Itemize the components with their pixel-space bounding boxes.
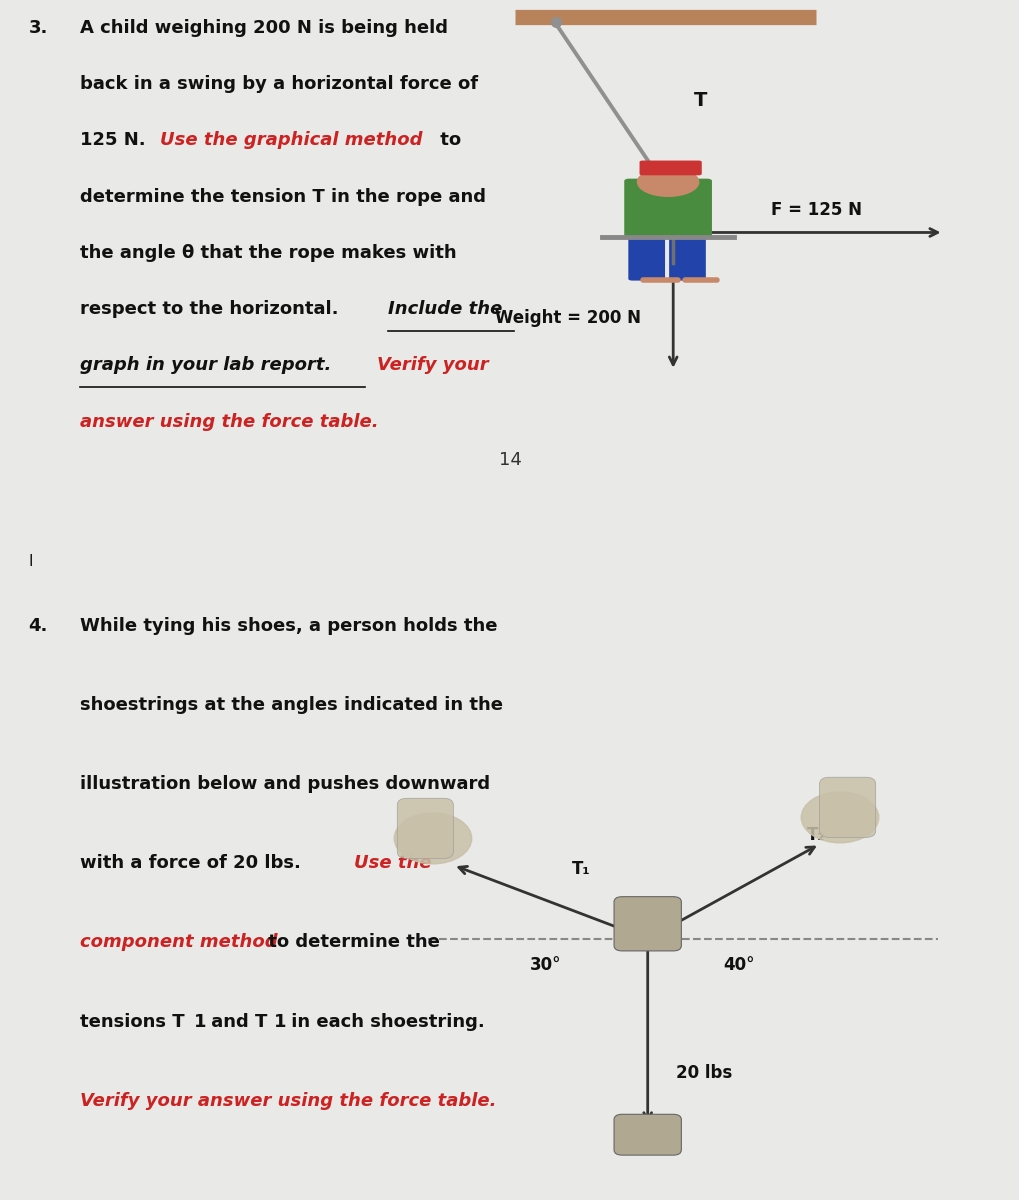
Text: Verify your answer using the force table.: Verify your answer using the force table… (79, 1092, 495, 1110)
FancyBboxPatch shape (628, 232, 664, 281)
FancyBboxPatch shape (639, 161, 701, 175)
Text: and T: and T (205, 1013, 267, 1031)
Text: 30°: 30° (530, 955, 560, 973)
Text: 40°: 40° (723, 955, 754, 973)
Text: to determine the: to determine the (262, 934, 440, 952)
Text: 3.: 3. (29, 19, 48, 37)
Text: Use the: Use the (354, 854, 431, 872)
Text: Include the: Include the (387, 300, 502, 318)
FancyBboxPatch shape (613, 896, 681, 950)
Text: 20 lbs: 20 lbs (676, 1063, 732, 1081)
Text: answer using the force table.: answer using the force table. (79, 413, 378, 431)
Circle shape (801, 792, 878, 842)
Text: shoestrings at the angles indicated in the: shoestrings at the angles indicated in t… (79, 696, 502, 714)
Text: graph in your lab report.: graph in your lab report. (79, 356, 330, 374)
Text: T₁: T₁ (572, 859, 590, 877)
Circle shape (393, 812, 471, 864)
Text: illustration below and pushes downward: illustration below and pushes downward (79, 775, 489, 793)
Text: Verify your: Verify your (376, 356, 488, 374)
Text: 125 N.: 125 N. (79, 132, 151, 150)
Text: to: to (433, 132, 461, 150)
FancyBboxPatch shape (613, 1115, 681, 1156)
Text: determine the tension T in the rope and: determine the tension T in the rope and (79, 187, 485, 205)
Text: Weight = 200 N: Weight = 200 N (494, 310, 640, 328)
Text: respect to the horizontal.: respect to the horizontal. (79, 300, 344, 318)
Text: I: I (29, 554, 33, 569)
Text: T₂: T₂ (806, 826, 824, 844)
FancyBboxPatch shape (396, 798, 452, 858)
Text: 1: 1 (273, 1013, 286, 1031)
FancyBboxPatch shape (624, 179, 711, 238)
Text: While tying his shoes, a person holds the: While tying his shoes, a person holds th… (79, 618, 496, 636)
Text: component method: component method (79, 934, 277, 952)
FancyBboxPatch shape (668, 232, 705, 281)
Text: 4.: 4. (29, 618, 48, 636)
Text: tensions T: tensions T (79, 1013, 184, 1031)
Text: 14: 14 (498, 451, 521, 469)
Circle shape (637, 168, 698, 197)
Text: A child weighing 200 N is being held: A child weighing 200 N is being held (79, 19, 447, 37)
Text: in each shoestring.: in each shoestring. (285, 1013, 484, 1031)
Text: with a force of 20 lbs.: with a force of 20 lbs. (79, 854, 307, 872)
Text: 1: 1 (194, 1013, 206, 1031)
Text: F = 125 N: F = 125 N (770, 202, 861, 220)
Text: T: T (693, 90, 706, 109)
Text: back in a swing by a horizontal force of: back in a swing by a horizontal force of (79, 76, 477, 94)
Text: the angle θ that the rope makes with: the angle θ that the rope makes with (79, 244, 455, 262)
FancyBboxPatch shape (819, 778, 875, 838)
Text: Use the graphical method: Use the graphical method (159, 132, 422, 150)
